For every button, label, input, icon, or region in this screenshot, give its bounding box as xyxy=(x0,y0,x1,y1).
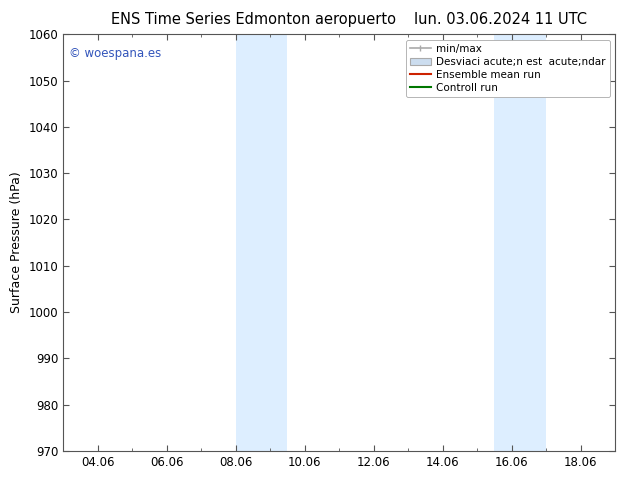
Legend: min/max, Desviaci acute;n est  acute;ndar, Ensemble mean run, Controll run: min/max, Desviaci acute;n est acute;ndar… xyxy=(406,40,610,97)
Text: ENS Time Series Edmonton aeropuerto: ENS Time Series Edmonton aeropuerto xyxy=(111,12,396,27)
Text: © woespana.es: © woespana.es xyxy=(69,47,161,60)
Bar xyxy=(495,34,546,451)
Text: lun. 03.06.2024 11 UTC: lun. 03.06.2024 11 UTC xyxy=(415,12,587,27)
Y-axis label: Surface Pressure (hPa): Surface Pressure (hPa) xyxy=(10,172,23,314)
Bar xyxy=(236,34,287,451)
